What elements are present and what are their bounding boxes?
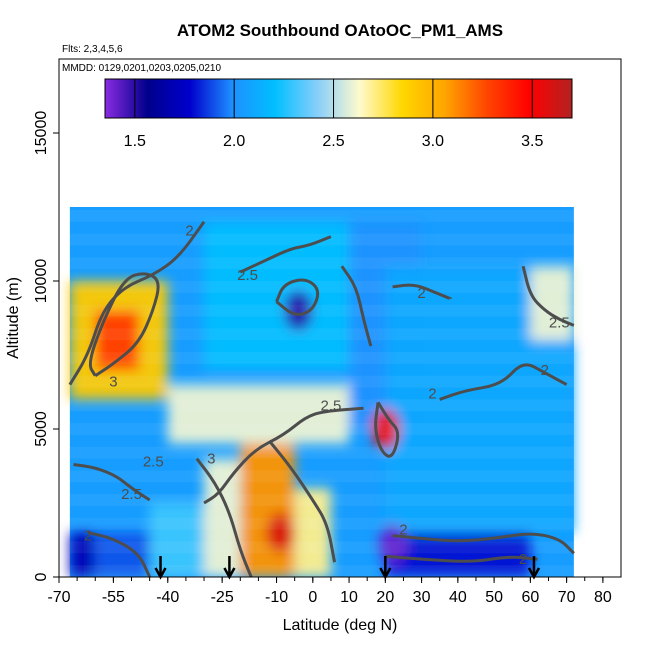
contour-line (275, 278, 320, 316)
field-stripe (69, 399, 574, 412)
field-region (95, 532, 150, 577)
field-region (149, 503, 205, 577)
contour-line (73, 463, 151, 502)
field-stripe (69, 423, 574, 435)
field-stripe (69, 565, 574, 577)
field-stripe (69, 209, 574, 222)
x-tick-label: 0 (308, 589, 317, 606)
contour-line (195, 457, 253, 577)
contour-line (340, 265, 373, 347)
contour-label: 2.5 (237, 267, 258, 284)
contour-line (68, 220, 206, 386)
field-stripe (69, 304, 574, 317)
x-axis: -70 -55 -40 -25 -10 0 10 20 30 40 50 60 70 80 (47, 577, 612, 606)
y-tick-label: 5000 (33, 411, 50, 447)
contour-line (88, 272, 160, 377)
contour-label: 2 (541, 362, 549, 379)
contour-label: 2 (84, 528, 92, 545)
colorbar-ticks: 1.5 2.0 2.5 3.0 3.5 (124, 79, 543, 150)
contour-label: 2.5 (321, 397, 342, 414)
colorbar-tick-label: 3.0 (422, 133, 444, 150)
heatmap-field (69, 207, 574, 577)
contour-label: 2 (185, 223, 193, 240)
x-tick-label: 70 (558, 589, 576, 606)
contour-label: 2.5 (143, 454, 164, 471)
x-tick-label: -40 (156, 589, 179, 606)
contour-line (374, 401, 400, 458)
colorbar-tick-label: 2.5 (322, 133, 344, 150)
contour-line (87, 531, 152, 577)
field-region (69, 532, 96, 577)
x-tick-label: 40 (449, 589, 467, 606)
chart-title: ATOM2 Southbound OAtoOC_PM1_AMS (177, 21, 503, 40)
colorbar-tick-label: 3.5 (521, 133, 543, 150)
y-tick-label: 15000 (33, 111, 50, 156)
plot-frame (58, 58, 622, 578)
field-stripe (69, 517, 574, 530)
contour-label: 2 (417, 285, 425, 302)
colorbar-rect (104, 78, 573, 119)
x-tick-label: -10 (265, 589, 288, 606)
field-stripe (69, 470, 574, 483)
contour-line (392, 532, 575, 555)
x-tick-label: 50 (485, 589, 503, 606)
x-tick-label: 10 (340, 589, 358, 606)
contour-line (268, 439, 337, 563)
contour-line (239, 235, 332, 274)
x-axis-label: Latitude (deg N) (283, 617, 398, 634)
y-tick-label: 0 (33, 572, 50, 581)
field-stripe (69, 375, 574, 388)
field-regions (69, 221, 574, 577)
contour-line (385, 554, 538, 563)
contour-label: 2 (399, 522, 407, 539)
field-stripe (69, 257, 574, 270)
contour-label: 2 (428, 385, 436, 402)
x-tick-label: 30 (413, 589, 431, 606)
field-stripe (69, 494, 574, 506)
contour-label: 2.5 (121, 486, 142, 503)
contour-label: 3 (207, 451, 215, 468)
contour-line (521, 265, 575, 327)
field-stripe (69, 352, 574, 364)
contour-label: 2 (519, 551, 527, 568)
field-hotspot (266, 512, 295, 553)
field-region (240, 443, 295, 577)
x-tick-label: -25 (211, 589, 234, 606)
field-hotspot (378, 524, 407, 565)
contour-line (439, 363, 568, 401)
contour-lines (68, 220, 575, 577)
x-tick-label: 60 (521, 589, 539, 606)
colorbar-tick-label: 2.0 (223, 133, 245, 150)
flights-annotation: Flts: 2,3,4,5,6 (62, 44, 123, 55)
x-tick-label: -70 (47, 589, 70, 606)
field-region (204, 221, 350, 370)
field-stripe (69, 446, 574, 459)
contour-line (392, 283, 452, 301)
y-axis: 0 5000 10000 15000 (33, 111, 59, 581)
dates-annotation: MMDD: 0129,0201,0203,0205,0210 (62, 63, 221, 74)
field-stripe (69, 328, 574, 341)
contour-label: 2.5 (549, 314, 570, 331)
field-stripe (69, 541, 574, 554)
y-tick-label: 10000 (33, 259, 50, 304)
x-tick-label: 80 (594, 589, 612, 606)
x-tick-label: 20 (376, 589, 394, 606)
colorbar: 1.5 2.0 2.5 3.0 3.5 (104, 78, 573, 150)
field-hotspot (284, 290, 313, 331)
y-axis-label: Altitude (m) (5, 277, 22, 359)
field-stripe (69, 281, 574, 293)
x-tick-label: -55 (102, 589, 125, 606)
contour-label: 3 (109, 374, 117, 391)
colorbar-tick-label: 1.5 (124, 133, 146, 150)
